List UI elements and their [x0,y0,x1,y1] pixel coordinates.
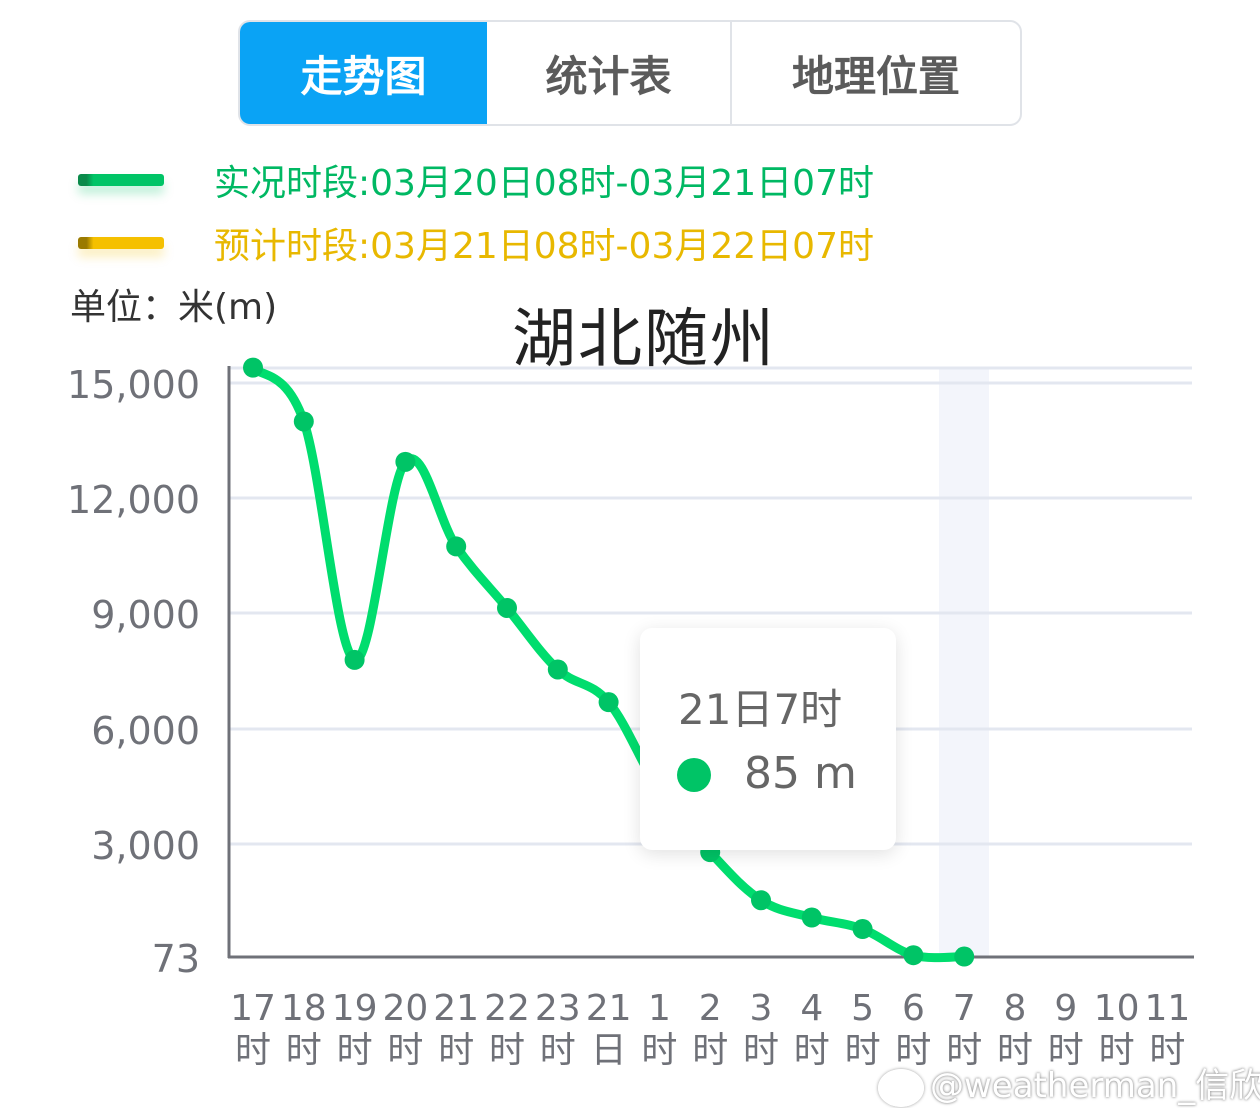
data-point[interactable] [395,451,416,472]
x-tick-suffix: 时 [641,1030,677,1071]
x-tick: 7 [953,988,976,1029]
x-tick: 11 [1144,988,1190,1029]
x-tick-suffix: 时 [1149,1030,1185,1071]
weibo-icon [878,1068,924,1107]
tab-geo-location[interactable]: 地理位置 [791,51,960,101]
y-tick: 6,000 [91,709,200,753]
watermark-text: @weatherman_信欣 [930,1066,1260,1106]
data-point[interactable] [446,536,467,557]
x-tick-suffix: 时 [235,1030,271,1071]
x-tick: 10 [1094,988,1140,1029]
x-tick: 5 [851,988,874,1029]
legend-item-observed[interactable]: 实况时段:03月20日08时-03月21日07时 [78,154,874,206]
x-tick: 22 [484,988,530,1029]
x-axis-ticks: 17时18时19时20时21时22时23时21日1时2时3时4时5时6时7时8时… [230,988,1190,1071]
x-tick-suffix: 时 [1048,1030,1084,1071]
tab-trend-chart[interactable]: 走势图 [240,22,487,124]
x-tick-suffix: 时 [438,1030,474,1071]
chart-title: 湖北随州 [512,303,776,377]
unit-label: 单位：米(m) [70,287,278,328]
y-axis-ticks: 15,000 12,000 9,000 6,000 3,000 73 [67,363,200,981]
data-point[interactable] [852,919,873,940]
tooltip-value: 85 m [744,748,857,799]
legend-label-observed: 实况时段:03月20日08时-03月21日07时 [214,163,874,204]
x-tick: 21 [586,988,632,1029]
y-tick: 3,000 [91,824,200,868]
x-tick-suffix: 时 [387,1030,423,1071]
y-tick: 73 [152,937,200,981]
data-point[interactable] [598,692,619,713]
legend-label-forecast: 预计时段:03月21日08时-03月22日07时 [214,226,874,267]
view-tabs: 走势图 统计表 地理位置 [238,20,1022,126]
x-tick-suffix: 时 [692,1030,728,1071]
chart-tooltip: 21日7时 85 m [640,628,896,850]
data-point[interactable] [954,946,975,967]
y-tick: 12,000 [67,478,200,522]
x-tick: 21 [433,988,479,1029]
tooltip-dot-icon [677,758,711,792]
x-tick: 23 [535,988,581,1029]
data-point[interactable] [497,597,517,618]
observed-swatch-icon [78,174,164,186]
x-tick: 8 [1004,988,1027,1029]
x-tick-suffix: 时 [286,1030,322,1071]
data-point[interactable] [243,357,263,378]
x-tick-suffix: 时 [743,1030,779,1071]
tab-statistics-table[interactable]: 统计表 [487,22,732,124]
x-tick-suffix: 时 [540,1030,576,1071]
x-tick-suffix: 时 [489,1030,525,1071]
data-point[interactable] [547,659,568,680]
x-tick: 4 [800,988,823,1029]
data-point[interactable] [751,890,771,911]
axes [227,366,1194,959]
forecast-swatch-icon [78,237,164,249]
data-point[interactable] [801,907,822,928]
highlight-band [939,368,989,957]
x-tick-suffix: 时 [794,1030,830,1071]
x-tick-suffix: 日 [591,1030,627,1071]
x-tick: 20 [382,988,428,1029]
series-points[interactable] [243,357,975,967]
x-tick: 3 [750,988,773,1029]
watermark: @weatherman_信欣 [878,1058,1260,1107]
x-tick-suffix: 时 [997,1030,1033,1071]
x-tick: 18 [281,988,327,1029]
y-tick: 15,000 [67,363,200,407]
tooltip-title: 21日7时 [678,685,843,734]
x-tick: 17 [230,988,276,1029]
data-point[interactable] [903,945,924,966]
x-tick-suffix: 时 [946,1030,982,1071]
x-tick: 6 [902,988,925,1029]
data-point[interactable] [344,649,365,670]
x-tick: 9 [1054,988,1077,1029]
x-tick-suffix: 时 [337,1030,373,1071]
x-tick: 1 [648,988,671,1029]
x-tick: 19 [332,988,378,1029]
x-tick-suffix: 时 [1099,1030,1135,1071]
y-tick: 9,000 [91,593,200,637]
x-tick: 2 [699,988,722,1029]
data-point[interactable] [293,411,314,432]
x-tick-suffix: 时 [845,1030,881,1071]
x-tick-suffix: 时 [895,1030,931,1071]
legend-item-forecast[interactable]: 预计时段:03月21日08时-03月22日07时 [78,217,874,269]
